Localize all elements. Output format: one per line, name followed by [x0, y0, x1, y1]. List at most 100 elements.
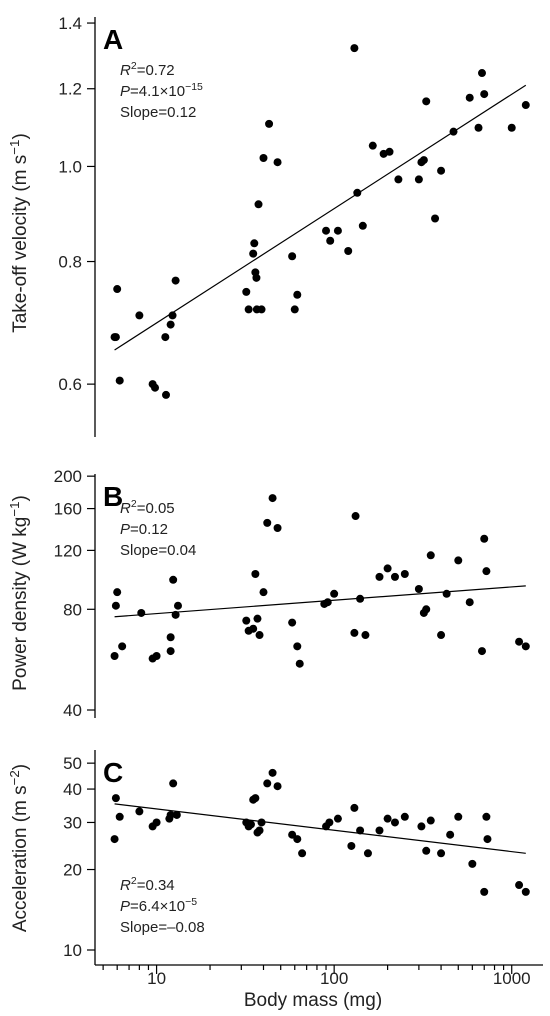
data-point — [171, 276, 180, 285]
x-axis-label: Body mass (mg) — [244, 990, 382, 1011]
data-point — [111, 333, 120, 342]
data-point — [295, 659, 304, 668]
data-point — [480, 90, 489, 99]
data-point — [422, 97, 431, 106]
x-tick-label: 10 — [147, 969, 166, 988]
data-point — [347, 841, 356, 850]
data-point — [419, 156, 428, 165]
y-axis-label: Power density (W kg−1) — [7, 495, 32, 691]
stat-line: Slope=0.04 — [120, 542, 196, 559]
y-tick-label: 20 — [63, 861, 82, 880]
stat-line: Slope=–0.08 — [120, 919, 205, 936]
data-point — [250, 239, 259, 248]
panel-letter: A — [103, 24, 123, 55]
data-point — [426, 816, 435, 825]
data-point — [414, 584, 423, 593]
x-tick-label: 1000 — [493, 969, 531, 988]
regression-line — [114, 84, 527, 351]
data-point — [474, 123, 483, 132]
data-point — [273, 782, 282, 791]
data-point — [390, 818, 399, 827]
data-point — [437, 631, 446, 640]
data-point — [242, 287, 251, 296]
data-point — [259, 153, 268, 162]
data-point — [375, 572, 384, 581]
data-point — [252, 273, 261, 282]
data-point — [115, 812, 124, 821]
data-point — [422, 846, 431, 855]
data-point — [446, 830, 455, 839]
data-point — [255, 631, 264, 640]
data-point — [152, 818, 161, 827]
data-point — [293, 290, 302, 299]
data-point — [385, 147, 394, 156]
data-point — [400, 569, 409, 578]
data-point — [263, 518, 272, 527]
data-point — [168, 311, 177, 320]
data-point — [356, 594, 365, 603]
stat-line: P=4.1×10−15 — [120, 81, 203, 100]
data-point — [263, 779, 272, 788]
y-tick-label: 80 — [63, 600, 82, 619]
data-point — [326, 236, 335, 245]
data-point — [322, 226, 331, 235]
data-point — [521, 887, 530, 896]
data-point — [515, 637, 524, 646]
data-point — [288, 618, 297, 627]
data-point — [255, 826, 264, 835]
data-point — [169, 779, 178, 788]
data-point — [431, 214, 440, 223]
data-point — [330, 589, 339, 598]
data-point — [293, 835, 302, 844]
data-point — [166, 633, 175, 642]
data-point — [368, 141, 377, 150]
data-point — [273, 523, 282, 532]
data-point — [249, 249, 258, 258]
data-point — [288, 252, 297, 261]
data-point — [173, 601, 182, 610]
panel-letter: C — [103, 757, 123, 788]
data-point — [437, 166, 446, 175]
regression-line — [114, 803, 526, 854]
data-point — [257, 818, 266, 827]
panel-c-acceleration: 10 20 30 40 50 Acceleration (m s−2) C R2=0.34 P=… — [7, 750, 530, 965]
data-point — [350, 44, 359, 53]
data-point — [477, 69, 486, 78]
y-tick-label: 120 — [54, 541, 82, 560]
data-point — [442, 589, 451, 598]
data-point — [113, 588, 122, 597]
regression-line — [114, 585, 526, 618]
data-point — [110, 835, 119, 844]
data-point — [135, 311, 144, 320]
data-point — [161, 333, 170, 342]
data-point — [454, 812, 463, 821]
data-point — [480, 887, 489, 896]
data-point — [483, 835, 492, 844]
y-tick-label: 1.4 — [58, 14, 82, 33]
data-point — [111, 601, 120, 610]
data-point — [323, 598, 332, 607]
data-point — [390, 572, 399, 581]
data-point — [251, 569, 260, 578]
y-axis-label: Acceleration (m s−2) — [7, 764, 32, 932]
data-point — [118, 642, 127, 651]
y-tick-label: 200 — [54, 467, 82, 486]
stat-line: P=6.4×10−5 — [120, 896, 197, 915]
y-tick-label: 1.2 — [58, 80, 82, 99]
data-point — [449, 127, 458, 136]
data-point — [400, 812, 409, 821]
data-point — [268, 494, 277, 503]
panel-b-power-density: 40 80 120 160 200 Power density (W kg−1) BR2=0… — [7, 467, 530, 720]
y-axis-label: Take-off velocity (m s−1) — [7, 133, 32, 333]
data-point — [169, 575, 178, 584]
data-point — [293, 642, 302, 651]
x-axis: 10 100 1000 — [95, 964, 543, 988]
data-point — [482, 812, 491, 821]
data-point — [358, 221, 367, 230]
y-tick-label: 50 — [63, 754, 82, 773]
data-point — [253, 614, 262, 623]
data-point — [482, 567, 491, 576]
data-point — [383, 564, 392, 573]
data-point — [162, 390, 171, 399]
